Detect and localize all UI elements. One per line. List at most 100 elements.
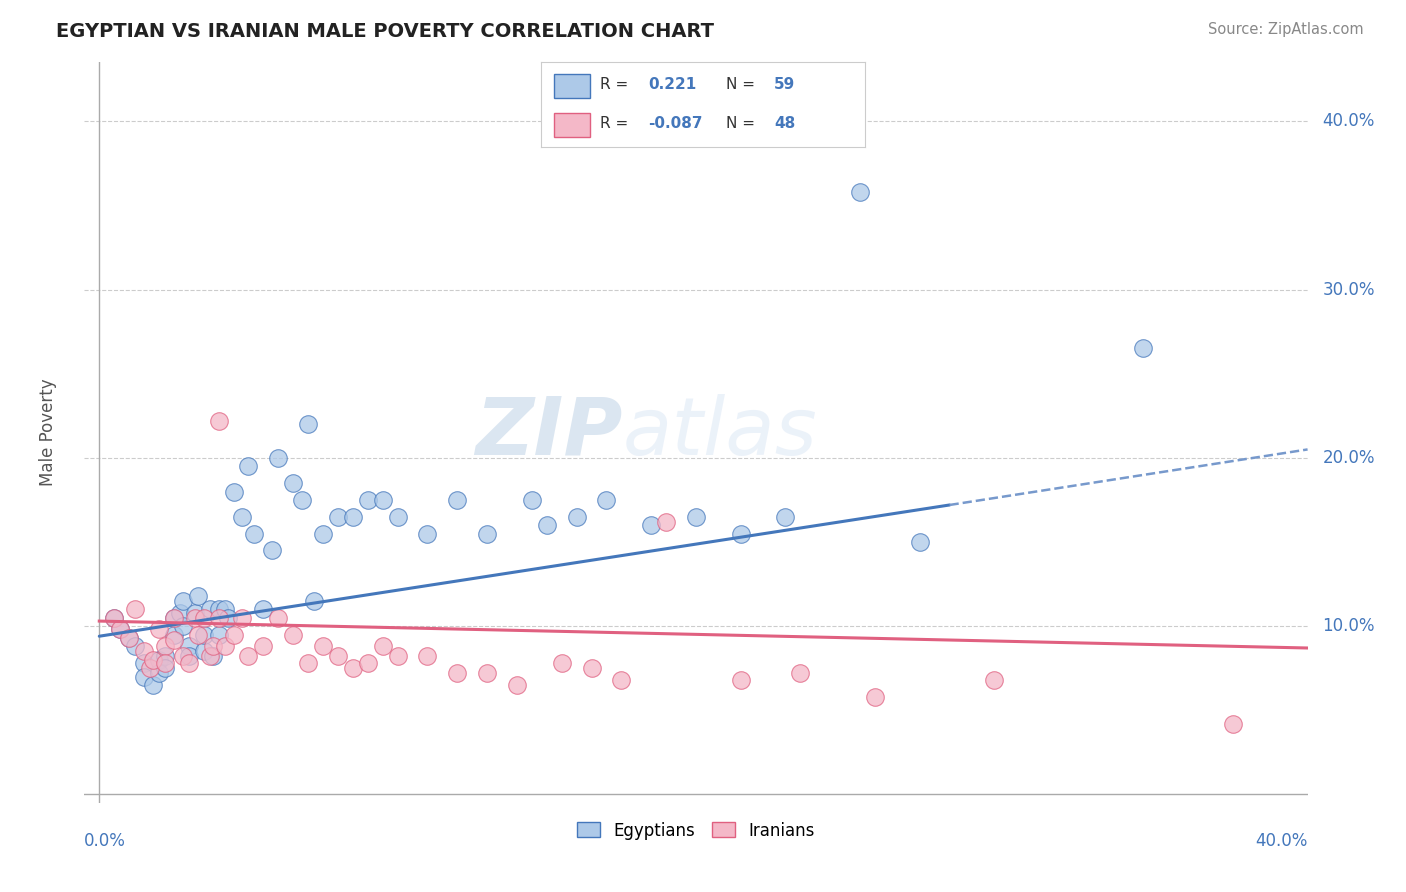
Point (730, 673, 752, 687)
Point (187, 589, 209, 603)
Point (416, 526, 439, 541)
Point (475, 666, 498, 681)
Point (153, 649, 176, 664)
Point (789, 666, 811, 681)
Point (132, 656, 155, 670)
Point (222, 627, 245, 641)
Point (148, 623, 170, 637)
Point (187, 627, 209, 641)
Point (252, 602, 274, 616)
Point (252, 640, 274, 654)
Point (207, 610, 229, 624)
Point (262, 543, 284, 558)
Point (371, 492, 394, 507)
Point (326, 649, 349, 664)
Point (640, 518, 662, 533)
Point (153, 656, 176, 670)
Point (357, 656, 380, 670)
Point (132, 670, 155, 684)
Point (177, 656, 200, 670)
Point (103, 610, 125, 624)
Point (214, 640, 236, 654)
Point (148, 653, 170, 667)
Point (506, 678, 529, 692)
Point (177, 649, 200, 664)
Point (863, 690, 886, 704)
Point (142, 678, 165, 692)
Point (342, 509, 364, 524)
Point (198, 649, 221, 664)
Point (124, 640, 146, 654)
Point (118, 631, 141, 645)
Text: ZIP: ZIP (475, 393, 623, 472)
Point (475, 526, 498, 541)
Point (193, 610, 215, 624)
Text: Source: ZipAtlas.com: Source: ZipAtlas.com (1208, 22, 1364, 37)
Point (685, 509, 707, 524)
Text: 48: 48 (775, 116, 796, 131)
Point (581, 661, 603, 675)
Point (849, 185, 872, 199)
Point (520, 492, 543, 507)
Point (214, 602, 236, 616)
Point (371, 640, 394, 654)
Point (595, 492, 617, 507)
Point (163, 610, 186, 624)
Point (207, 602, 229, 616)
Point (139, 661, 162, 675)
Point (193, 627, 215, 641)
Point (132, 644, 155, 658)
Point (124, 602, 146, 616)
Point (655, 515, 678, 529)
Point (184, 606, 207, 620)
Point (1132, 342, 1154, 356)
Point (142, 653, 165, 667)
Point (153, 661, 176, 675)
Point (118, 631, 141, 645)
Point (198, 602, 221, 616)
Point (297, 656, 319, 670)
Point (267, 450, 290, 465)
Point (312, 526, 335, 541)
Point (1222, 716, 1244, 731)
Legend: Egyptians, Iranians: Egyptians, Iranians (571, 815, 821, 847)
Point (231, 610, 253, 624)
Point (238, 649, 260, 664)
Text: 10.0%: 10.0% (1322, 617, 1375, 635)
Point (172, 649, 194, 664)
Point (231, 509, 253, 524)
Point (201, 640, 224, 654)
Point (184, 610, 207, 624)
Point (565, 509, 588, 524)
Point (283, 627, 305, 641)
Text: N =: N = (725, 77, 755, 92)
Text: 0.0%: 0.0% (84, 832, 127, 850)
Point (312, 640, 335, 654)
Text: R =: R = (599, 77, 627, 92)
Point (201, 649, 224, 664)
Text: 40.0%: 40.0% (1322, 112, 1375, 130)
Point (172, 594, 194, 608)
Point (163, 632, 186, 647)
Point (103, 610, 125, 624)
Point (730, 526, 752, 541)
Text: EGYPTIAN VS IRANIAN MALE POVERTY CORRELATION CHART: EGYPTIAN VS IRANIAN MALE POVERTY CORRELA… (56, 22, 714, 41)
Text: N =: N = (725, 116, 755, 131)
Text: 40.0%: 40.0% (1256, 832, 1308, 850)
Point (342, 661, 364, 675)
Point (446, 666, 468, 681)
Point (169, 606, 191, 620)
Point (193, 644, 215, 658)
Point (283, 476, 305, 491)
Point (267, 610, 290, 624)
Point (551, 656, 574, 670)
Text: R =: R = (599, 116, 627, 131)
Text: 59: 59 (775, 77, 796, 92)
Point (446, 492, 468, 507)
Point (148, 666, 170, 681)
Text: Male Poverty: Male Poverty (38, 379, 56, 486)
FancyBboxPatch shape (554, 113, 591, 137)
Point (172, 619, 194, 633)
Point (536, 518, 558, 533)
Text: 0.221: 0.221 (648, 77, 696, 92)
